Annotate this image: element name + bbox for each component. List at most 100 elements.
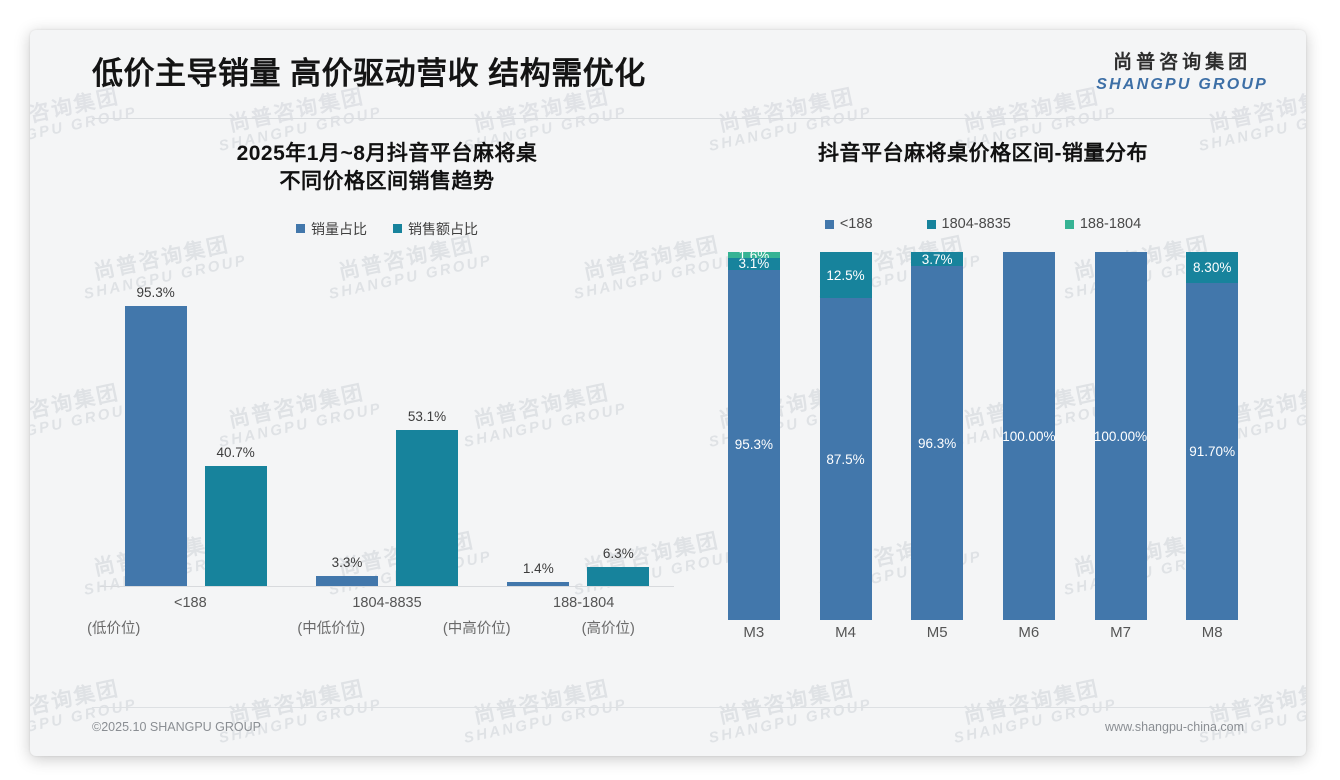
stacked-bar[interactable]: 100.00% — [1002, 252, 1056, 621]
page-title: 低价主导销量 高价驱动营收 结构需优化 — [92, 56, 646, 91]
stacked-bar[interactable]: 3.7% 96.3% — [911, 251, 964, 621]
stacked-bar-segment[interactable]: 3.7% — [911, 251, 964, 267]
x-tick-label: <188 — [174, 594, 207, 611]
bar-group: 95.3% 40.7% — [100, 282, 291, 586]
left-chart-title: 2025年1月~8月抖音平台麻将桌 不同价格区间销售趋势 — [92, 126, 682, 197]
right-chart-title-line1: 抖音平台麻将桌价格区间-销量分布 — [818, 142, 1148, 165]
x-tick-sublabel: (低价位) — [87, 620, 141, 637]
segment-value-label: 91.70% — [1189, 444, 1236, 460]
bar-column[interactable]: 3.3% — [315, 282, 378, 586]
bar-value-label: 53.1% — [407, 408, 447, 424]
x-tick-label: M7 — [1110, 624, 1131, 642]
bar[interactable] — [587, 567, 650, 586]
grouped-bar-plot-area: 95.3% 40.7% 3.3% 53.1% 1.4% 6.3% — [100, 282, 674, 587]
stacked-bar-segment[interactable]: 96.3% — [911, 265, 964, 621]
bar-column[interactable]: 40.7% — [204, 282, 267, 586]
x-tick-label: 1804-8835 — [352, 594, 422, 611]
legend-label: 1804-8835 — [941, 216, 1011, 233]
segment-value-label: 3.7% — [921, 251, 953, 267]
stacked-bar-segment[interactable]: 91.70% — [1186, 282, 1239, 621]
segment-value-label: 87.5% — [826, 451, 865, 467]
brand-logo: 尚普咨询集团 SHANGPU GROUP — [1096, 52, 1268, 94]
legend-label: 销量占比 — [311, 220, 367, 237]
grouped-bar-groups: 95.3% 40.7% 3.3% 53.1% 1.4% 6.3% — [100, 282, 674, 586]
bar-column[interactable]: 6.3% — [587, 282, 650, 586]
bar-column[interactable]: 53.1% — [395, 282, 458, 586]
stacked-bar-column[interactable]: 3.7% 96.3% — [891, 251, 983, 621]
bar-value-label: 6.3% — [602, 546, 634, 562]
x-tick-label: M4 — [835, 624, 856, 642]
left-chart-title-line2: 不同价格区间销售趋势 — [279, 170, 495, 194]
footer-copyright: ©2025.10 SHANGPU GROUP — [92, 720, 261, 734]
bar[interactable] — [204, 466, 267, 586]
slide-footer: ©2025.10 SHANGPU GROUP www.shangpu-china… — [92, 716, 1244, 738]
legend-label: 188-1804 — [1079, 216, 1142, 233]
stacked-bar-column[interactable]: 1.6% 3.1% 95.3% — [708, 248, 800, 621]
right-chart-x-axis-labels: M3 M4 M5 M6 M7 M8 — [708, 624, 1258, 641]
left-chart-x-axis-labels: <188 1804-8835 188-1804 (低价位) (中低价位) (中高… — [87, 595, 682, 643]
segment-value-label: 100.00% — [1093, 428, 1148, 444]
stacked-bar-chart: 1.6% 3.1% 95.3% 12.5% 87.5% 3.7% 96.3% 100.00% 1… — [698, 248, 1268, 652]
bar[interactable] — [124, 306, 187, 586]
x-tick-label: 188-1804 — [553, 594, 615, 611]
bar-value-label: 40.7% — [216, 445, 255, 461]
segment-value-label: 96.3% — [918, 435, 957, 451]
bar[interactable] — [395, 429, 458, 586]
stacked-bar-segment[interactable]: 100.00% — [1093, 252, 1148, 621]
right-chart-legend: <188 1804-8835 188-1804 — [698, 216, 1268, 232]
footer-divider — [92, 707, 1244, 708]
stacked-bar-segment[interactable]: 95.3% — [727, 269, 780, 621]
stacked-bar-segment[interactable]: 3.1% — [727, 256, 780, 272]
legend-item-188-1804[interactable]: 188-1804 — [1064, 216, 1142, 233]
x-tick-label: M8 — [1201, 624, 1223, 642]
bar[interactable] — [315, 576, 378, 586]
stacked-bar[interactable]: 12.5% 87.5% — [819, 252, 872, 621]
stacked-bar-segment[interactable]: 8.30% — [1186, 252, 1239, 283]
bar-value-label: 3.3% — [331, 555, 363, 571]
legend-item-sales-volume-share[interactable]: 销量占比 — [296, 219, 367, 239]
stacked-bar-column[interactable]: 12.5% 87.5% — [800, 252, 892, 621]
x-tick-sublabel: (中高价位) — [442, 620, 511, 637]
segment-value-label: 3.1% — [738, 256, 770, 272]
bar[interactable] — [507, 581, 570, 586]
stacked-bar[interactable]: 1.6% 3.1% 95.3% — [727, 248, 780, 621]
header-divider — [92, 118, 1244, 119]
logo-chinese-name: 尚普咨询集团 — [1113, 52, 1252, 73]
stacked-bar[interactable]: 100.00% — [1093, 252, 1148, 621]
logo-english-name: SHANGPU GROUP — [1096, 75, 1268, 93]
segment-value-label: 95.3% — [734, 437, 773, 453]
legend-item-under-188[interactable]: <188 — [824, 216, 873, 233]
legend-item-1804-8835[interactable]: 1804-8835 — [926, 216, 1011, 233]
stacked-bar-segment[interactable]: 100.00% — [1002, 252, 1056, 621]
bar-column[interactable]: 1.4% — [507, 282, 570, 586]
x-axis-label-row-primary: <188 1804-8835 188-1804 — [92, 595, 682, 611]
stacked-bar-column[interactable]: 8.30% 91.70% — [1166, 252, 1258, 621]
bar-group: 1.4% 6.3% — [483, 282, 674, 586]
stacked-bar-segment[interactable]: 87.5% — [819, 298, 872, 621]
legend-swatch-icon — [926, 219, 936, 229]
x-axis-label-row-secondary: (低价位) (中低价位) (中高价位) (高价位) — [87, 617, 682, 638]
bar-column[interactable]: 95.3% — [124, 282, 187, 586]
right-chart-panel: 抖音平台麻将桌价格区间-销量分布 <188 1804-8835 188-1804… — [698, 126, 1268, 706]
legend-swatch-icon — [1064, 219, 1074, 229]
left-chart-legend: 销量占比 销售额占比 — [92, 219, 682, 239]
x-tick-label: M5 — [926, 624, 948, 642]
x-axis-line — [100, 585, 674, 587]
legend-swatch-icon — [824, 219, 834, 229]
stacked-bar-plot-area: 1.6% 3.1% 95.3% 12.5% 87.5% 3.7% 96.3% 100.00% 1… — [708, 248, 1258, 621]
legend-label: <188 — [839, 216, 873, 233]
segment-value-label: 8.30% — [1193, 260, 1232, 276]
legend-item-sales-amount-share[interactable]: 销售额占比 — [393, 219, 478, 239]
stacked-bar-segment[interactable]: 12.5% — [819, 252, 872, 299]
stacked-bar-column[interactable]: 100.00% — [1075, 252, 1167, 621]
bar-value-label: 1.4% — [522, 560, 554, 576]
stacked-bar[interactable]: 8.30% 91.70% — [1186, 252, 1239, 621]
footer-website[interactable]: www.shangpu-china.com — [1105, 720, 1244, 734]
bar-value-label: 95.3% — [136, 285, 175, 301]
legend-label: 销售额占比 — [408, 220, 478, 237]
stacked-bar-column[interactable]: 100.00% — [983, 252, 1075, 621]
right-chart-title: 抖音平台麻将桌价格区间-销量分布 — [698, 126, 1268, 168]
x-tick-label: M6 — [1018, 624, 1040, 642]
